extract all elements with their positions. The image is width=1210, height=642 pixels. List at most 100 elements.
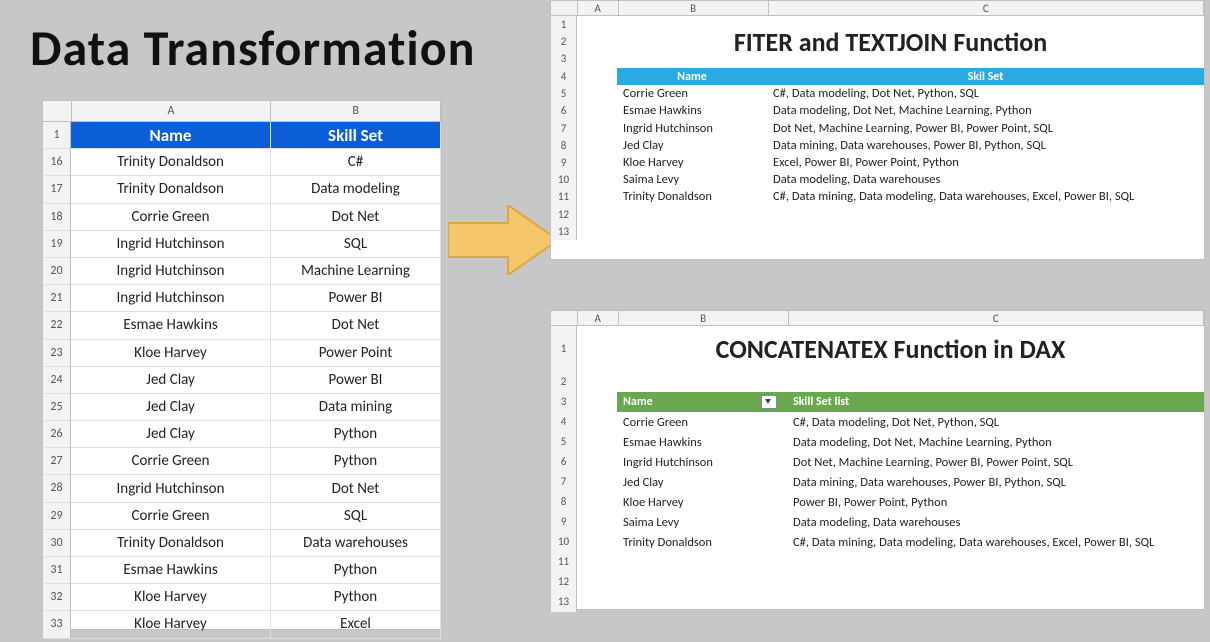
table-cell[interactable]: C#, Data modeling, Dot Net, Python, SQL <box>767 85 1204 102</box>
table-cell[interactable]: Python <box>271 448 441 474</box>
table-cell[interactable]: Power BI <box>271 367 441 393</box>
table-cell[interactable]: Data mining, Data warehouses, Power BI, … <box>787 472 1204 492</box>
table-cell[interactable]: Trinity Donaldson <box>71 149 271 175</box>
table-cell[interactable]: Ingrid Hutchinson <box>617 120 767 137</box>
row-number[interactable]: 21 <box>43 285 70 312</box>
table-cell[interactable]: Power Point <box>271 340 441 366</box>
table-cell[interactable]: SQL <box>271 503 441 529</box>
table-cell[interactable]: Data mining <box>271 394 441 420</box>
row-number[interactable]: 4 <box>551 68 576 85</box>
table-cell[interactable]: Saima Levy <box>617 171 767 188</box>
table-cell[interactable]: Ingrid Hutchinson <box>71 285 271 311</box>
table-cell[interactable]: Kloe Harvey <box>71 340 271 366</box>
row-number[interactable]: 11 <box>551 552 576 572</box>
row-number[interactable]: 9 <box>551 154 576 171</box>
table-cell[interactable]: Esmae Hawkins <box>71 557 271 583</box>
header-cell[interactable]: Name <box>71 122 271 148</box>
table-cell[interactable]: Jed Clay <box>617 137 767 154</box>
table-cell[interactable]: Esmae Hawkins <box>71 312 271 338</box>
table-cell[interactable]: Trinity Donaldson <box>617 532 787 552</box>
col-letter-b[interactable]: B <box>271 101 441 121</box>
row-number[interactable]: 30 <box>43 530 70 557</box>
row-number[interactable]: 8 <box>551 137 576 154</box>
row-number[interactable]: 6 <box>551 102 576 119</box>
table-cell[interactable]: Dot Net <box>271 312 441 338</box>
table-cell[interactable]: Kloe Harvey <box>71 611 271 637</box>
header-cell[interactable]: Name <box>617 392 787 412</box>
table-cell[interactable]: Trinity Donaldson <box>71 176 271 202</box>
row-number[interactable]: 16 <box>43 149 70 176</box>
row-number[interactable]: 1 <box>43 122 70 149</box>
table-cell[interactable]: C# <box>271 149 441 175</box>
table-cell[interactable]: Corrie Green <box>617 85 767 102</box>
table-cell[interactable]: Trinity Donaldson <box>617 188 767 205</box>
table-cell[interactable]: Data modeling, Dot Net, Machine Learning… <box>767 102 1204 119</box>
table-cell[interactable]: Data modeling, Dot Net, Machine Learning… <box>787 432 1204 452</box>
table-cell[interactable]: Data mining, Data warehouses, Power BI, … <box>767 137 1204 154</box>
table-cell[interactable]: Dot Net <box>271 475 441 501</box>
col-letter-b[interactable]: B <box>619 311 789 325</box>
col-letter-a[interactable]: A <box>578 1 619 15</box>
row-number[interactable]: 123 <box>551 16 576 68</box>
row-number[interactable]: 23 <box>43 340 70 367</box>
table-cell[interactable]: Machine Learning <box>271 258 441 284</box>
table-cell[interactable]: C#, Data modeling, Dot Net, Python, SQL <box>787 412 1204 432</box>
row-number[interactable]: 8 <box>551 492 576 512</box>
table-cell[interactable]: Power BI <box>271 285 441 311</box>
row-number[interactable]: 7 <box>551 472 576 492</box>
table-cell[interactable]: Corrie Green <box>71 503 271 529</box>
table-cell[interactable]: Jed Clay <box>71 394 271 420</box>
row-number[interactable]: 22 <box>43 312 70 339</box>
row-number[interactable]: 3 <box>551 392 576 412</box>
table-cell[interactable]: Data warehouses <box>271 530 441 556</box>
row-number[interactable]: 32 <box>43 584 70 611</box>
header-cell[interactable]: Skil Set <box>767 68 1204 85</box>
row-number[interactable]: 28 <box>43 475 70 502</box>
table-cell[interactable]: Dot Net, Machine Learning, Power BI, Pow… <box>767 120 1204 137</box>
table-cell[interactable]: Kloe Harvey <box>617 492 787 512</box>
header-cell[interactable]: Skill Set <box>271 122 441 148</box>
row-number[interactable]: 13 <box>551 592 576 612</box>
row-number[interactable]: 2 <box>551 372 576 392</box>
table-cell[interactable]: Data modeling <box>271 176 441 202</box>
row-number[interactable]: 11 <box>551 188 576 205</box>
row-number[interactable]: 26 <box>43 421 70 448</box>
row-number[interactable]: 27 <box>43 448 70 475</box>
table-cell[interactable]: Python <box>271 557 441 583</box>
table-cell[interactable]: Jed Clay <box>71 421 271 447</box>
row-number[interactable]: 17 <box>43 176 70 203</box>
dropdown-icon[interactable] <box>761 395 777 409</box>
col-letter-a[interactable]: A <box>72 101 272 121</box>
row-number[interactable]: 13 <box>551 223 576 240</box>
header-cell[interactable]: Name <box>617 68 767 85</box>
table-cell[interactable]: Kloe Harvey <box>617 154 767 171</box>
table-cell[interactable]: Kloe Harvey <box>71 584 271 610</box>
col-letter-a[interactable]: A <box>578 311 619 325</box>
row-number[interactable]: 10 <box>551 532 576 552</box>
col-letter-c[interactable]: C <box>789 311 1204 325</box>
table-cell[interactable]: Jed Clay <box>617 472 787 492</box>
table-cell[interactable]: Trinity Donaldson <box>71 530 271 556</box>
row-number[interactable]: 18 <box>43 204 70 231</box>
row-number[interactable]: 33 <box>43 611 70 638</box>
row-number[interactable]: 24 <box>43 367 70 394</box>
table-cell[interactable]: Dot Net <box>271 204 441 230</box>
table-cell[interactable]: C#, Data mining, Data modeling, Data war… <box>787 532 1204 552</box>
row-number[interactable]: 31 <box>43 557 70 584</box>
row-number[interactable]: 9 <box>551 512 576 532</box>
row-number[interactable]: 25 <box>43 394 70 421</box>
col-letter-c[interactable]: C <box>769 1 1204 15</box>
table-cell[interactable]: Corrie Green <box>71 204 271 230</box>
table-cell[interactable]: C#, Data mining, Data modeling, Data war… <box>767 188 1204 205</box>
row-number[interactable]: 10 <box>551 171 576 188</box>
row-number[interactable]: 1 <box>551 326 576 372</box>
table-cell[interactable]: Ingrid Hutchinson <box>71 475 271 501</box>
table-cell[interactable]: Power BI, Power Point, Python <box>787 492 1204 512</box>
row-number[interactable]: 12 <box>551 572 576 592</box>
header-cell[interactable]: Skill Set list <box>787 392 1204 412</box>
row-number[interactable]: 29 <box>43 503 70 530</box>
table-cell[interactable]: Python <box>271 584 441 610</box>
table-cell[interactable]: Excel <box>271 611 441 637</box>
row-number[interactable]: 7 <box>551 120 576 137</box>
row-number[interactable]: 5 <box>551 85 576 102</box>
